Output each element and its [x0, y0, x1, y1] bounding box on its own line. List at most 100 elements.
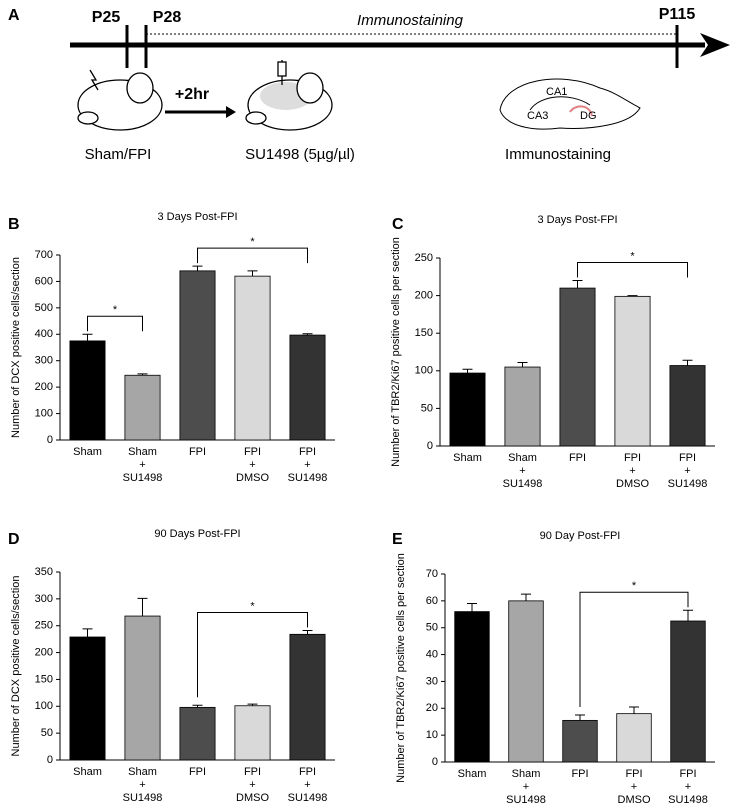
x-tick-label: FPI: [569, 452, 586, 464]
y-tick-label: 300: [35, 355, 53, 367]
timeline: A P25 P28 P115 Immunostaining +2hr CA1 C…: [8, 6, 730, 163]
y-tick-label: 50: [421, 402, 433, 414]
x-tick-label: DMSO: [236, 792, 269, 804]
brain-icon: [499, 78, 641, 130]
x-tick-label: DMSO: [618, 794, 651, 806]
y-tick-label: 600: [35, 275, 53, 287]
x-tick-label: +: [139, 779, 145, 791]
bar: [234, 275, 271, 441]
x-tick-label: Sham: [453, 452, 482, 464]
x-tick-label: FPI: [299, 446, 316, 458]
y-tick-label: 400: [35, 328, 53, 340]
x-tick-label: SU1498: [288, 472, 328, 484]
x-tick-label: FPI: [244, 766, 261, 778]
bar: [508, 600, 544, 763]
step-label: Sham/FPI: [85, 146, 152, 163]
y-axis-label: Number of TBR2/Ki67 positive cells per s…: [390, 237, 402, 467]
y-tick-label: 50: [426, 622, 438, 634]
bar: [559, 287, 596, 447]
bar: [562, 719, 598, 763]
error-bar: [192, 704, 203, 708]
period-label: Immunostaining: [357, 12, 464, 29]
y-tick-label: 700: [35, 249, 53, 261]
bar: [124, 615, 161, 761]
y-tick-label: 100: [415, 365, 433, 377]
bar: [69, 636, 106, 761]
significance-bracket: [197, 612, 308, 698]
bar: [616, 713, 652, 763]
y-tick-label: 200: [35, 646, 53, 658]
error-bar: [302, 630, 313, 635]
time-label: P25: [92, 9, 121, 26]
region-label: CA3: [527, 110, 548, 122]
mouse-icon: [77, 69, 163, 131]
x-tick-label: FPI: [189, 446, 206, 458]
bar: [69, 340, 106, 441]
y-axis-label: Number of DCX positive cells/section: [10, 257, 22, 438]
panel-letter: E: [392, 531, 403, 548]
y-tick-label: 300: [35, 593, 53, 605]
bar: [669, 365, 706, 447]
x-tick-label: SU1498: [123, 472, 163, 484]
x-tick-label: +: [249, 459, 255, 471]
bar: [124, 374, 161, 441]
x-tick-label: Sham: [73, 766, 102, 778]
bar: [454, 611, 490, 763]
error-bar: [627, 295, 638, 297]
error-bar: [517, 362, 528, 368]
x-tick-label: FPI: [624, 452, 641, 464]
y-tick-label: 100: [35, 700, 53, 712]
panel-letter: D: [8, 531, 20, 548]
y-tick-label: 0: [47, 434, 53, 446]
error-bar: [572, 280, 583, 289]
y-tick-label: 0: [47, 754, 53, 766]
x-tick-label: FPI: [244, 446, 261, 458]
error-bar: [192, 265, 203, 271]
error-bar: [247, 270, 258, 277]
x-tick-label: SU1498: [288, 792, 328, 804]
error-bar: [247, 703, 258, 706]
x-tick-label: Sham: [508, 452, 537, 464]
error-bar: [82, 628, 93, 637]
x-tick-label: FPI: [299, 766, 316, 778]
error-bar: [682, 359, 693, 366]
bar: [449, 372, 486, 447]
error-bar: [302, 333, 313, 336]
significance-label: *: [630, 250, 635, 262]
bar: [504, 366, 541, 447]
x-tick-label: +: [249, 779, 255, 791]
chart-title: 3 Days Post-FPI: [537, 214, 617, 226]
x-tick-label: FPI: [625, 768, 642, 780]
y-tick-label: 250: [35, 620, 53, 632]
error-bar: [575, 714, 585, 721]
time-label: P28: [153, 9, 182, 26]
y-tick-label: 70: [426, 568, 438, 580]
step-label: SU1498 (5µg/µl): [245, 146, 355, 163]
x-tick-label: SU1498: [668, 478, 708, 490]
bar: [179, 270, 216, 441]
x-tick-label: +: [304, 779, 310, 791]
bar: [670, 620, 706, 763]
x-tick-label: FPI: [189, 766, 206, 778]
x-tick-label: FPI: [679, 768, 696, 780]
panel-letter: C: [392, 216, 404, 233]
chart-title: 90 Day Post-FPI: [540, 530, 621, 542]
bar: [234, 705, 271, 761]
arrowhead: [700, 33, 730, 57]
y-tick-label: 30: [426, 675, 438, 687]
x-tick-label: +: [139, 459, 145, 471]
x-tick-label: DMSO: [616, 478, 649, 490]
x-tick-label: +: [304, 459, 310, 471]
y-tick-label: 20: [426, 702, 438, 714]
region-label: DG: [580, 110, 597, 122]
y-tick-label: 250: [415, 252, 433, 264]
x-tick-label: FPI: [571, 768, 588, 780]
y-tick-label: 100: [35, 407, 53, 419]
x-tick-label: SU1498: [506, 794, 546, 806]
significance-label: *: [250, 236, 255, 248]
x-tick-label: SU1498: [503, 478, 543, 490]
significance-label: *: [632, 580, 637, 592]
x-tick-label: +: [631, 781, 637, 793]
step-label: Immunostaining: [505, 146, 611, 163]
x-tick-label: Sham: [73, 446, 102, 458]
